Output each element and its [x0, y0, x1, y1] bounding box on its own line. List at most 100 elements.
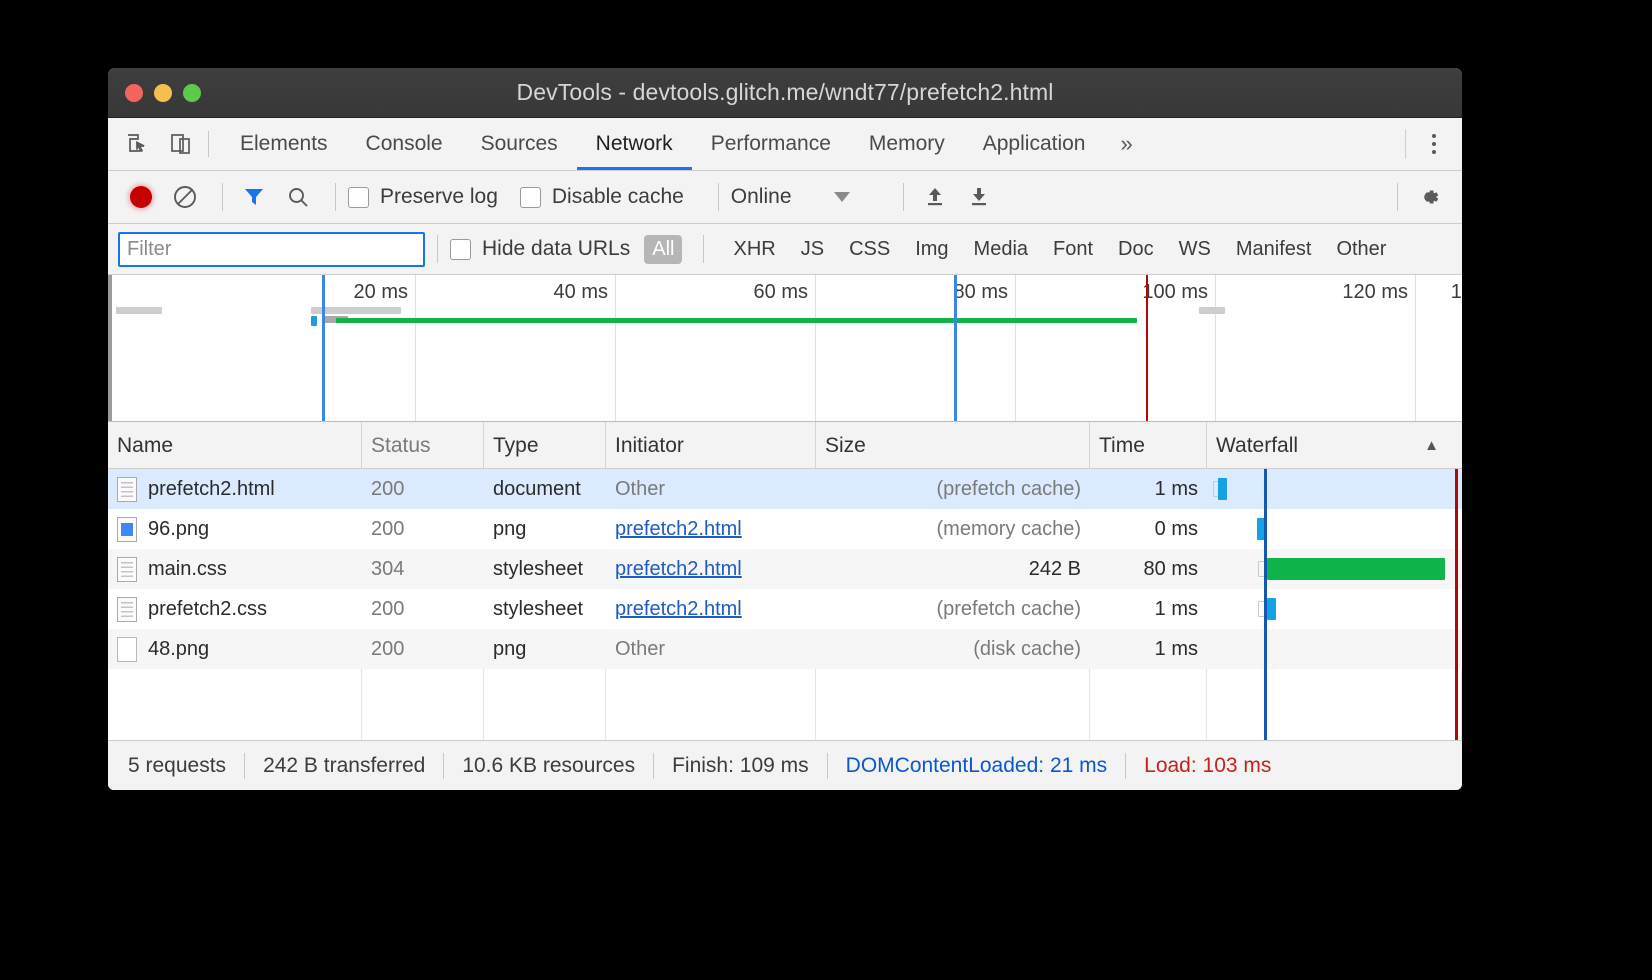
record-button[interactable]: [122, 178, 160, 216]
chevron-down-icon[interactable]: [833, 192, 850, 202]
statusbar-divider: [244, 752, 246, 779]
request-initiator-link[interactable]: prefetch2.html: [615, 558, 742, 580]
disable-cache-checkbox[interactable]: Disable cache: [519, 185, 684, 209]
minimize-window-button[interactable]: [154, 83, 172, 102]
hide-data-urls-checkbox[interactable]: Hide data URLs: [450, 237, 630, 261]
network-overview-timeline[interactable]: 20 ms 40 ms 60 ms 80 ms 100 ms 120 ms 14: [108, 275, 1462, 422]
devtools-window: DevTools - devtools.glitch.me/wndt77/pre…: [108, 68, 1462, 790]
tab-console[interactable]: Console: [365, 132, 443, 155]
dom-content-loaded-marker: [954, 275, 957, 421]
request-name: 96.png: [148, 518, 210, 540]
filter-chip-css[interactable]: CSS: [849, 237, 891, 260]
statusbar-divider: [653, 752, 655, 779]
request-status: 304: [371, 558, 405, 580]
throttling-value: Online: [730, 185, 792, 208]
column-header-status[interactable]: Status: [362, 421, 484, 469]
device-toolbar-icon[interactable]: [166, 129, 196, 159]
toolbar-divider-1: [222, 183, 223, 211]
overview-tick: [1215, 275, 1216, 421]
overview-tick: [815, 275, 816, 421]
overview-tick-label: 40 ms: [553, 281, 608, 303]
disable-cache-checkbox-box[interactable]: [519, 186, 541, 208]
request-time: 1 ms: [1154, 478, 1198, 500]
close-window-button[interactable]: [125, 83, 143, 102]
statusbar-divider: [826, 752, 828, 779]
dom-content-loaded-marker: [1264, 629, 1267, 669]
preserve-log-checkbox[interactable]: Preserve log: [348, 185, 498, 209]
kebab-menu-icon[interactable]: [1416, 126, 1452, 162]
column-header-name[interactable]: Name: [108, 421, 362, 469]
waterfall-download-bar: [1218, 478, 1227, 500]
column-header-size[interactable]: Size: [816, 421, 1090, 469]
hide-data-urls-label: Hide data URLs: [482, 237, 631, 260]
table-row[interactable]: 96.png 200 png prefetch2.html (memory ca…: [108, 509, 1462, 549]
image-file-icon: [117, 516, 137, 542]
request-size: (memory cache): [936, 518, 1081, 540]
filter-chip-other[interactable]: Other: [1336, 237, 1387, 260]
request-waterfall-cell: [1207, 589, 1462, 629]
settings-gear-icon[interactable]: [1410, 178, 1448, 216]
request-type: stylesheet: [493, 558, 584, 580]
filter-chip-xhr[interactable]: XHR: [733, 237, 776, 260]
overview-request-bar: [311, 316, 317, 326]
table-row[interactable]: 48.png 200 png Other (disk cache) 1 ms: [108, 629, 1462, 669]
status-domcontentloaded: DOMContentLoaded: 21 ms: [845, 753, 1108, 777]
request-name: prefetch2.css: [148, 598, 267, 620]
filter-chip-doc[interactable]: Doc: [1118, 237, 1154, 260]
tab-elements[interactable]: Elements: [240, 132, 328, 155]
filter-chip-img[interactable]: Img: [915, 237, 949, 260]
column-header-initiator[interactable]: Initiator: [606, 421, 816, 469]
overview-left-handle[interactable]: [108, 275, 112, 421]
import-har-icon[interactable]: [916, 178, 954, 216]
waterfall-download-bar: [1267, 558, 1445, 580]
filter-chip-js[interactable]: JS: [800, 237, 825, 260]
request-waterfall-cell: [1207, 549, 1462, 589]
request-initiator-link[interactable]: prefetch2.html: [615, 598, 742, 620]
overview-request-bar: [311, 307, 401, 314]
clear-button[interactable]: [166, 178, 204, 216]
load-event-marker: [1455, 549, 1458, 589]
request-name: prefetch2.html: [148, 478, 275, 500]
column-header-waterfall[interactable]: Waterfall ▲: [1207, 422, 1462, 469]
request-name: 48.png: [148, 638, 210, 660]
tab-application[interactable]: Application: [982, 132, 1086, 155]
window-titlebar: DevTools - devtools.glitch.me/wndt77/pre…: [108, 68, 1462, 118]
preserve-log-checkbox-box[interactable]: [348, 186, 369, 208]
maximize-window-button[interactable]: [183, 83, 201, 102]
tab-network[interactable]: Network: [576, 118, 692, 170]
throttling-dropdown[interactable]: Online: [731, 185, 891, 209]
tab-sources[interactable]: Sources: [480, 132, 558, 155]
hide-data-urls-checkbox-box[interactable]: [450, 238, 471, 260]
column-header-waterfall-label: Waterfall: [1216, 433, 1299, 457]
more-tabs-chevron-icon[interactable]: »: [1120, 131, 1133, 156]
filter-chip-all[interactable]: All: [644, 234, 683, 264]
request-size: 242 B: [1028, 558, 1081, 580]
overview-tick-label: 14: [1450, 281, 1462, 303]
filter-chip-media[interactable]: Media: [973, 237, 1029, 260]
request-type: png: [493, 518, 527, 540]
tab-memory[interactable]: Memory: [868, 132, 945, 155]
filter-chip-manifest[interactable]: Manifest: [1235, 237, 1312, 260]
table-row[interactable]: main.css 304 stylesheet prefetch2.html 2…: [108, 549, 1462, 589]
request-waterfall-cell: [1207, 469, 1462, 509]
tab-performance[interactable]: Performance: [710, 132, 831, 155]
inspect-element-icon[interactable]: [122, 129, 152, 159]
table-row[interactable]: prefetch2.html 200 document Other (prefe…: [108, 469, 1462, 509]
filter-chip-ws[interactable]: WS: [1178, 237, 1211, 260]
table-row[interactable]: prefetch2.css 200 stylesheet prefetch2.h…: [108, 589, 1462, 629]
column-header-time[interactable]: Time: [1090, 421, 1207, 469]
column-header-type[interactable]: Type: [484, 421, 606, 469]
filter-chip-font[interactable]: Font: [1053, 237, 1094, 260]
table-header-row: Name Status Type Initiator Size Time Wat…: [108, 421, 1462, 469]
network-status-bar: 5 requests 242 B transferred 10.6 KB res…: [108, 740, 1462, 790]
filter-icon[interactable]: [235, 178, 273, 216]
sort-ascending-icon[interactable]: ▲: [1424, 436, 1439, 454]
status-load: Load: 103 ms: [1144, 753, 1272, 777]
filter-input[interactable]: [118, 231, 425, 267]
filterbar-divider-2: [703, 235, 705, 263]
blank-file-icon: [117, 636, 137, 662]
request-initiator-link[interactable]: prefetch2.html: [615, 518, 742, 540]
search-icon[interactable]: [279, 178, 317, 216]
status-transferred: 242 B transferred: [263, 753, 426, 777]
export-har-icon[interactable]: [960, 178, 998, 216]
